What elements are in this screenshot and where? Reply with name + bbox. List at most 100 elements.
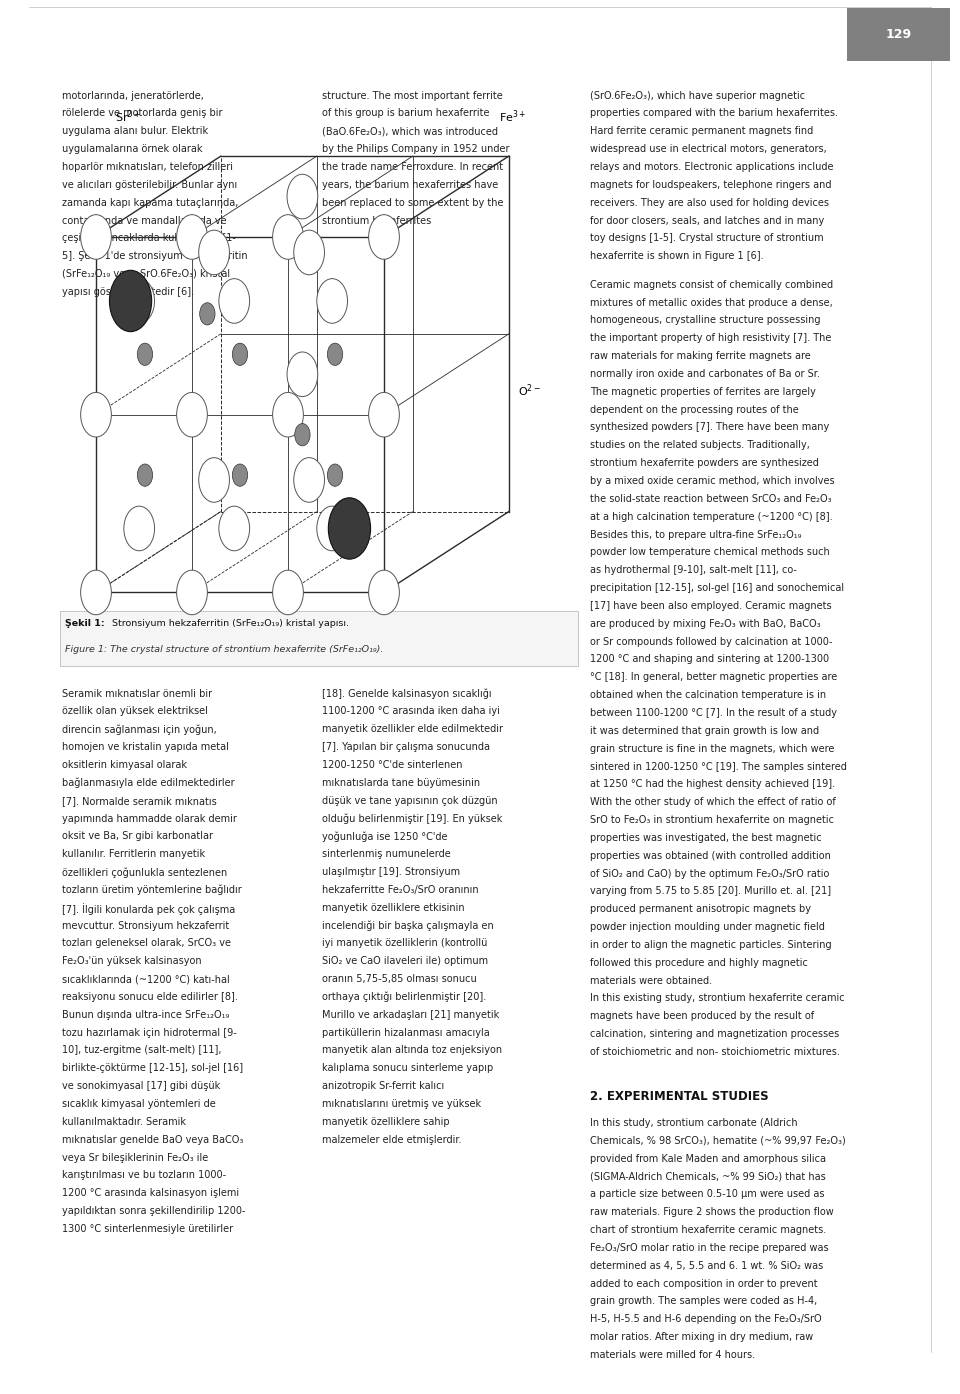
Text: years, the barium hexaferrites have: years, the barium hexaferrites have xyxy=(322,180,498,190)
Text: (SrFe₁₂O₁₉ veya SrO.6Fe₂O₃) kristal: (SrFe₁₂O₁₉ veya SrO.6Fe₂O₃) kristal xyxy=(62,269,230,279)
Text: oranın 5,75-5,85 olması sonucu: oranın 5,75-5,85 olması sonucu xyxy=(322,974,476,984)
Text: kalıplama sonucu sinterleme yapıp: kalıplama sonucu sinterleme yapıp xyxy=(322,1064,492,1073)
Text: sinterlenmiş numunelerde: sinterlenmiş numunelerde xyxy=(322,849,450,859)
Text: precipitation [12-15], sol-gel [16] and sonochemical: precipitation [12-15], sol-gel [16] and … xyxy=(590,583,845,592)
Text: [7]. Yapılan bir çalışma sonucunda: [7]. Yapılan bir çalışma sonucunda xyxy=(322,742,490,753)
Circle shape xyxy=(328,498,371,559)
Text: Fe₂O₃'ün yüksek kalsinasyon: Fe₂O₃'ün yüksek kalsinasyon xyxy=(62,956,202,966)
Circle shape xyxy=(232,464,248,487)
Text: [7]. Normalde seramik mıknatıs: [7]. Normalde seramik mıknatıs xyxy=(62,796,217,806)
Text: strontium hexaferrite powders are synthesized: strontium hexaferrite powders are synthe… xyxy=(590,459,819,468)
Text: Chemicals, % 98 SrCO₃), hematite (~% 99,97 Fe₂O₃): Chemicals, % 98 SrCO₃), hematite (~% 99,… xyxy=(590,1136,846,1146)
Text: SrO to Fe₂O₃ in strontium hexaferrite on magnetic: SrO to Fe₂O₃ in strontium hexaferrite on… xyxy=(590,815,834,825)
Text: $\mathregular{Sr^{2+}}$: $\mathregular{Sr^{2+}}$ xyxy=(115,109,141,125)
Circle shape xyxy=(369,215,399,259)
Text: added to each composition in order to prevent: added to each composition in order to pr… xyxy=(590,1278,818,1288)
Circle shape xyxy=(294,457,324,502)
Text: synthesized powders [7]. There have been many: synthesized powders [7]. There have been… xyxy=(590,422,829,432)
Text: the important property of high resistivity [7]. The: the important property of high resistivi… xyxy=(590,333,831,343)
Circle shape xyxy=(81,393,111,438)
Text: the solid-state reaction between SrCO₃ and Fe₂O₃: the solid-state reaction between SrCO₃ a… xyxy=(590,493,832,503)
Text: (SIGMA-Aldrich Chemicals, ~% 99 SiO₂) that has: (SIGMA-Aldrich Chemicals, ~% 99 SiO₂) th… xyxy=(590,1171,827,1182)
Text: orthaya çıktığı belirlenmiştir [20].: orthaya çıktığı belirlenmiştir [20]. xyxy=(322,993,486,1002)
Text: (BaO.6Fe₂O₃), which was introduced: (BaO.6Fe₂O₃), which was introduced xyxy=(322,127,497,137)
Text: 1200 °C arasında kalsinasyon işlemi: 1200 °C arasında kalsinasyon işlemi xyxy=(62,1188,240,1199)
Circle shape xyxy=(327,464,343,487)
Text: magnets have been produced by the result of: magnets have been produced by the result… xyxy=(590,1011,814,1022)
Text: manyetik özelliklere etkisinin: manyetik özelliklere etkisinin xyxy=(322,903,465,913)
Text: Şekil 1:: Şekil 1: xyxy=(65,619,105,627)
Text: $\mathregular{O^{2-}}$: $\mathregular{O^{2-}}$ xyxy=(518,382,541,399)
Text: as hydrothermal [9-10], salt-melt [11], co-: as hydrothermal [9-10], salt-melt [11], … xyxy=(590,565,797,576)
Text: receivers. They are also used for holding devices: receivers. They are also used for holdin… xyxy=(590,198,829,208)
Text: manyetik özelliklere sahip: manyetik özelliklere sahip xyxy=(322,1117,449,1126)
Text: partiküllerin hizalanması amacıyla: partiküllerin hizalanması amacıyla xyxy=(322,1027,490,1037)
Text: tozları geleneksel olarak, SrCO₃ ve: tozları geleneksel olarak, SrCO₃ ve xyxy=(62,938,231,948)
Text: grain growth. The samples were coded as H-4,: grain growth. The samples were coded as … xyxy=(590,1296,818,1306)
Circle shape xyxy=(287,174,318,219)
Text: reaksiyonu sonucu elde edilirler [8].: reaksiyonu sonucu elde edilirler [8]. xyxy=(62,993,238,1002)
Text: materials were milled for 4 hours.: materials were milled for 4 hours. xyxy=(590,1349,756,1361)
Text: ve alıcıları gösterilebilir. Bunlar aynı: ve alıcıları gösterilebilir. Bunlar aynı xyxy=(62,180,238,190)
Text: of this group is barium hexaferrite: of this group is barium hexaferrite xyxy=(322,109,489,118)
Text: determined as 4, 5, 5.5 and 6. 1 wt. % SiO₂ was: determined as 4, 5, 5.5 and 6. 1 wt. % S… xyxy=(590,1260,824,1271)
Text: homojen ve kristalin yapıda metal: homojen ve kristalin yapıda metal xyxy=(62,742,229,753)
Text: manyetik özellikler elde edilmektedir: manyetik özellikler elde edilmektedir xyxy=(322,725,503,735)
Text: studies on the related subjects. Traditionally,: studies on the related subjects. Traditi… xyxy=(590,441,810,450)
Text: raw materials for making ferrite magnets are: raw materials for making ferrite magnets… xyxy=(590,351,811,361)
Text: hoparlör mıknatısları, telefon zilleri: hoparlör mıknatısları, telefon zilleri xyxy=(62,162,233,171)
Circle shape xyxy=(177,215,207,259)
Text: at a high calcination temperature (~1200 °C) [8].: at a high calcination temperature (~1200… xyxy=(590,512,833,521)
Text: Stronsiyum hekzaferritin (SrFe₁₂O₁₉) kristal yapısı.: Stronsiyum hekzaferritin (SrFe₁₂O₁₉) kri… xyxy=(109,619,349,627)
Text: calcination, sintering and magnetization processes: calcination, sintering and magnetization… xyxy=(590,1029,840,1039)
Text: 1300 °C sinterlenmesiyle üretilirler: 1300 °C sinterlenmesiyle üretilirler xyxy=(62,1224,233,1234)
Text: oksitlerin kimyasal olarak: oksitlerin kimyasal olarak xyxy=(62,760,187,769)
Text: obtained when the calcination temperature is in: obtained when the calcination temperatur… xyxy=(590,690,827,700)
Circle shape xyxy=(137,464,153,487)
Text: between 1100-1200 °C [7]. In the result of a study: between 1100-1200 °C [7]. In the result … xyxy=(590,708,837,718)
Text: 1200 °C and shaping and sintering at 1200-1300: 1200 °C and shaping and sintering at 120… xyxy=(590,654,829,665)
Circle shape xyxy=(124,506,155,551)
Text: manyetik alan altında toz enjeksiyon: manyetik alan altında toz enjeksiyon xyxy=(322,1046,502,1055)
Text: bağlanmasıyla elde edilmektedirler: bağlanmasıyla elde edilmektedirler xyxy=(62,778,235,789)
Text: yapıldıktan sonra şekillendirilip 1200-: yapıldıktan sonra şekillendirilip 1200- xyxy=(62,1206,246,1216)
Circle shape xyxy=(81,215,111,259)
Text: kullanılır. Ferritlerin manyetik: kullanılır. Ferritlerin manyetik xyxy=(62,849,205,859)
Text: incelendiği bir başka çalışmayla en: incelendiği bir başka çalışmayla en xyxy=(322,920,493,931)
Text: mıknatıslarını üretmiş ve yüksek: mıknatıslarını üretmiş ve yüksek xyxy=(322,1098,481,1110)
Text: the trade name Ferroxdure. In recent: the trade name Ferroxdure. In recent xyxy=(322,162,503,171)
Text: strontium hexaferrites: strontium hexaferrites xyxy=(322,216,431,226)
Text: uygulamalarına örnek olarak: uygulamalarına örnek olarak xyxy=(62,144,203,155)
Text: or Sr compounds followed by calcination at 1000-: or Sr compounds followed by calcination … xyxy=(590,637,832,647)
Text: Murillo ve arkadaşları [21] manyetik: Murillo ve arkadaşları [21] manyetik xyxy=(322,1009,499,1020)
Text: karıştırılması ve bu tozların 1000-: karıştırılması ve bu tozların 1000- xyxy=(62,1171,227,1181)
Text: °C [18]. In general, better magnetic properties are: °C [18]. In general, better magnetic pro… xyxy=(590,672,838,682)
Text: birlikte-çöktürme [12-15], sol-jel [16]: birlikte-çöktürme [12-15], sol-jel [16] xyxy=(62,1064,244,1073)
Text: been replaced to some extent by the: been replaced to some extent by the xyxy=(322,198,503,208)
Text: uygulama alanı bulur. Elektrik: uygulama alanı bulur. Elektrik xyxy=(62,127,208,137)
Text: 5]. Şekil 1'de stronsiyum hekzaferritin: 5]. Şekil 1'de stronsiyum hekzaferritin xyxy=(62,251,248,261)
Text: contalarında ve mandallarında ve: contalarında ve mandallarında ve xyxy=(62,216,227,226)
Text: raw materials. Figure 2 shows the production flow: raw materials. Figure 2 shows the produc… xyxy=(590,1207,834,1217)
Text: 10], tuz-ergitme (salt-melt) [11],: 10], tuz-ergitme (salt-melt) [11], xyxy=(62,1046,222,1055)
Text: düşük ve tane yapısının çok düzgün: düşük ve tane yapısının çok düzgün xyxy=(322,796,497,806)
Circle shape xyxy=(109,270,152,332)
Text: 1200-1250 °C'de sinterlenen: 1200-1250 °C'de sinterlenen xyxy=(322,760,462,769)
Text: in order to align the magnetic particles. Sintering: in order to align the magnetic particles… xyxy=(590,940,832,949)
Text: olduğu belirlenmiştir [19]. En yüksek: olduğu belirlenmiştir [19]. En yüksek xyxy=(322,814,502,824)
Circle shape xyxy=(369,393,399,438)
Text: hexaferrite is shown in Figure 1 [6].: hexaferrite is shown in Figure 1 [6]. xyxy=(590,251,764,261)
Circle shape xyxy=(177,570,207,615)
Circle shape xyxy=(200,302,215,325)
Text: are produced by mixing Fe₂O₃ with BaO, BaCO₃: are produced by mixing Fe₂O₃ with BaO, B… xyxy=(590,619,821,629)
Text: tozların üretim yöntemlerine bağlıdır: tozların üretim yöntemlerine bağlıdır xyxy=(62,885,242,895)
Text: özellikleri çoğunlukla sentezlenen: özellikleri çoğunlukla sentezlenen xyxy=(62,867,228,878)
Text: direncin sağlanması için yoğun,: direncin sağlanması için yoğun, xyxy=(62,725,217,735)
Text: çeşitli oyuncaklarda kullanılırlar. [1-: çeşitli oyuncaklarda kullanılırlar. [1- xyxy=(62,233,236,244)
Circle shape xyxy=(199,230,229,275)
Text: [17] have been also employed. Ceramic magnets: [17] have been also employed. Ceramic ma… xyxy=(590,601,832,611)
FancyBboxPatch shape xyxy=(60,195,578,620)
Text: by a mixed oxide ceramic method, which involves: by a mixed oxide ceramic method, which i… xyxy=(590,475,835,487)
Text: SiO₂ ve CaO ilaveleri ile) optimum: SiO₂ ve CaO ilaveleri ile) optimum xyxy=(322,956,488,966)
Text: 1100-1200 °C arasında iken daha iyi: 1100-1200 °C arasında iken daha iyi xyxy=(322,707,499,717)
